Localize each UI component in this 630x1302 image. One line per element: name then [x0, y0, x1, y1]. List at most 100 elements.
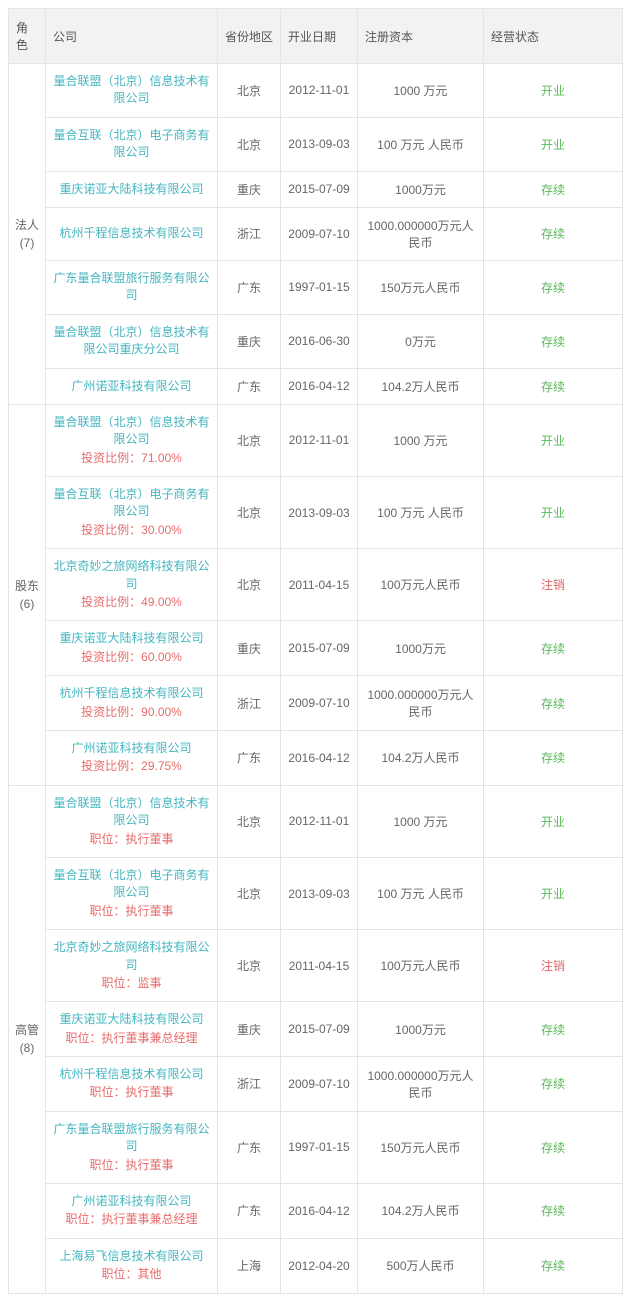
company-link[interactable]: 重庆诺亚大陆科技有限公司	[59, 1012, 204, 1027]
open-date-cell: 2015-07-09	[280, 170, 358, 208]
registered-capital-cell: 1000.000000万元人民币	[357, 1056, 484, 1112]
open-date-cell: 2013-09-03	[280, 476, 358, 550]
company-link[interactable]: 量合联盟（北京）信息技术有限公司重庆分公司	[53, 324, 210, 357]
company-link[interactable]: 量合联盟（北京）信息技术有限公司	[53, 795, 210, 828]
company-cell: 广州诺亚科技有限公司 投资比例：29.75%	[45, 729, 218, 786]
province-cell: 广东	[217, 1183, 281, 1239]
company-cell: 量合互联（北京）电子商务有限公司 职位：执行董事	[45, 856, 218, 931]
relation-detail: 投资比例：71.00%	[81, 450, 182, 465]
table-row: 杭州千程信息技术有限公司 投资比例：90.00% 浙江 2009-07-10 1000.…	[9, 675, 623, 731]
company-link[interactable]: 广州诺亚科技有限公司	[71, 1194, 192, 1209]
table-row: 法人 (7) 量合联盟（北京）信息技术有限公司 北京 2012-11-01 1000 万元…	[8, 63, 623, 405]
open-date-cell: 2016-04-12	[280, 367, 358, 405]
company-link[interactable]: 量合互联（北京）电子商务有限公司	[53, 127, 210, 160]
open-date-cell: 2013-09-03	[280, 856, 358, 931]
table-row: 量合联盟（北京）信息技术有限公司重庆分公司 重庆 2016-06-30 0万元 存续	[9, 313, 623, 369]
company-cell: 广东量合联盟旅行服务有限公司 职位：执行董事	[45, 1110, 218, 1185]
province-cell: 浙江	[217, 206, 281, 261]
relation-detail: 投资比例：30.00%	[81, 522, 182, 537]
company-link[interactable]: 杭州千程信息技术有限公司	[59, 1067, 204, 1082]
open-date-cell: 2015-07-09	[280, 620, 358, 677]
open-date-cell: 2013-09-03	[280, 116, 358, 172]
status-cell: 存续	[483, 1001, 623, 1058]
company-cell: 广东量合联盟旅行服务有限公司	[45, 259, 218, 315]
relation-detail: 职位：监事	[101, 975, 162, 990]
company-cell: 北京奇妙之旅网络科技有限公司职位：监事	[45, 929, 218, 1003]
table-row: 广东量合联盟旅行服务有限公司 广东 1997-01-15 150万元人民币 存续	[9, 259, 623, 315]
registered-capital-cell: 150万元人民币	[357, 259, 484, 315]
table-row: 重庆诺亚大陆科技有限公司 投资比例：60.00% 重庆 2015-07-09 1000万…	[9, 620, 623, 677]
company-cell: 量合互联（北京）电子商务有限公司投资比例：30.00%	[45, 476, 218, 550]
company-link[interactable]: 量合互联（北京）电子商务有限公司	[53, 867, 210, 900]
table-header: 角色 公司 省份地区 开业日期 注册资本 经营状态	[8, 8, 623, 64]
company-cell: 量合联盟（北京）信息技术有限公司	[45, 63, 218, 118]
company-link[interactable]: 广州诺亚科技有限公司	[71, 378, 192, 393]
open-date-cell: 2016-06-30	[280, 313, 358, 369]
table-row: 重庆诺亚大陆科技有限公司 职位：执行董事兼总经理 重庆 2015-07-09 1000万…	[9, 1001, 623, 1058]
relation-detail: 职位：其他	[101, 1267, 162, 1282]
province-cell: 浙江	[217, 675, 281, 731]
open-date-cell: 2011-04-15	[280, 548, 358, 622]
company-cell: 杭州千程信息技术有限公司	[45, 206, 218, 261]
registered-capital-cell: 104.2万人民币	[357, 1183, 484, 1239]
header-row: 角色 公司 省份地区 开业日期 注册资本 经营状态	[8, 8, 623, 64]
status-cell: 存续	[483, 620, 623, 677]
company-link[interactable]: 量合联盟（北京）信息技术有限公司	[53, 74, 210, 106]
role-count: (7)	[19, 235, 35, 250]
company-link[interactable]: 杭州千程信息技术有限公司	[59, 226, 204, 241]
registered-capital-cell: 1000.000000万元人民币	[357, 675, 484, 731]
table-row: 股东 (6) 量合联盟（北京）信息技术有限公司 投资比例：71.00% 北京 2012-1…	[8, 403, 623, 786]
company-link[interactable]: 广州诺亚科技有限公司	[71, 740, 192, 755]
registered-capital-cell: 104.2万人民币	[357, 729, 484, 786]
province-cell: 北京	[217, 476, 281, 550]
company-link[interactable]: 杭州千程信息技术有限公司	[59, 686, 204, 701]
table-row: 广州诺亚科技有限公司 职位：执行董事兼总经理 广东 2016-04-12 104.2万人…	[9, 1183, 623, 1239]
status-cell: 存续	[483, 1110, 623, 1185]
company-link[interactable]: 重庆诺亚大陆科技有限公司	[59, 631, 204, 646]
company-cell: 重庆诺亚大陆科技有限公司	[45, 170, 218, 208]
open-date-cell: 2009-07-10	[280, 1056, 358, 1112]
province-cell: 北京	[217, 403, 281, 478]
company-cell: 杭州千程信息技术有限公司 投资比例：90.00%	[45, 675, 218, 731]
status-cell: 开业	[483, 856, 623, 931]
registered-capital-cell: 100万元人民币	[357, 548, 484, 622]
company-link[interactable]: 广东量合联盟旅行服务有限公司	[53, 270, 210, 303]
role-label: 股东	[14, 578, 39, 593]
role-count: (6)	[19, 596, 35, 611]
company-cell: 量合联盟（北京）信息技术有限公司投资比例：71.00%	[45, 403, 218, 478]
province-cell: 北京	[217, 929, 281, 1003]
registered-capital-cell: 1000万元	[357, 620, 484, 677]
province-cell: 重庆	[217, 170, 281, 208]
company-link[interactable]: 量合互联（北京）电子商务有限公司	[53, 487, 210, 519]
relation-detail: 投资比例：60.00%	[81, 649, 182, 664]
role-cell-2: 高管 (8)	[8, 784, 46, 1294]
company-link[interactable]: 广东量合联盟旅行服务有限公司	[53, 1121, 210, 1154]
province-cell: 广东	[217, 259, 281, 315]
province-cell: 广东	[217, 367, 281, 405]
relation-detail: 职位：执行董事兼总经理	[65, 1212, 198, 1227]
company-cell: 杭州千程信息技术有限公司 职位：执行董事	[45, 1056, 218, 1112]
province-cell: 广东	[217, 729, 281, 786]
company-link[interactable]: 上海易飞信息技术有限公司	[59, 1248, 204, 1263]
table-row: 北京奇妙之旅网络科技有限公司 投资比例：49.00% 北京 2011-04-15 100…	[9, 548, 623, 622]
company-cell: 广州诺亚科技有限公司 职位：执行董事兼总经理	[45, 1183, 218, 1239]
company-link[interactable]: 北京奇妙之旅网络科技有限公司	[53, 940, 210, 972]
company-link[interactable]: 重庆诺亚大陆科技有限公司	[59, 181, 204, 196]
table-row: 高管 (8) 量合联盟（北京）信息技术有限公司 职位：执行董事 北京 2012-11-01…	[8, 784, 623, 1294]
table-row: 广州诺亚科技有限公司 广东 2016-04-12 104.2万人民币 存续	[9, 367, 623, 405]
table-row: 重庆诺亚大陆科技有限公司 重庆 2015-07-09 1000万元 存续	[9, 170, 623, 208]
open-date-cell: 2009-07-10	[280, 206, 358, 261]
status-cell: 注销	[483, 548, 623, 622]
role-label: 法人	[14, 217, 39, 232]
company-link[interactable]: 北京奇妙之旅网络科技有限公司	[53, 559, 210, 591]
company-cell: 广州诺亚科技有限公司	[45, 367, 218, 405]
relation-detail: 投资比例：49.00%	[81, 595, 182, 610]
status-cell: 存续	[483, 170, 623, 208]
registered-capital-cell: 1000.000000万元人民币	[357, 206, 484, 261]
status-cell: 存续	[483, 1183, 623, 1239]
status-cell: 开业	[483, 403, 623, 478]
province-cell: 重庆	[217, 620, 281, 677]
company-roles-table: 角色 公司 省份地区 开业日期 注册资本 经营状态 法人 (7) 量合联盟（北京）信…	[8, 8, 623, 1294]
open-date-cell: 2012-11-01	[280, 63, 358, 118]
company-link[interactable]: 量合联盟（北京）信息技术有限公司	[53, 414, 210, 447]
